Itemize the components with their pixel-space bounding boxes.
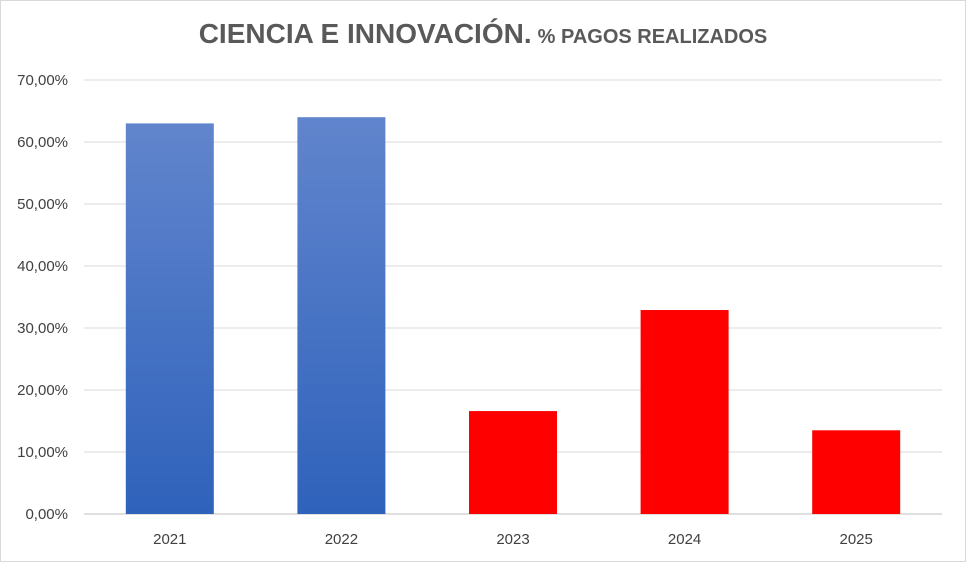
y-tick-label: 40,00% [17, 258, 68, 275]
x-tick-label: 2023 [496, 531, 529, 548]
gridlines [84, 79, 942, 515]
y-tick-label: 50,00% [17, 196, 68, 213]
y-tick-label: 70,00% [17, 72, 68, 89]
x-tick-label: 2024 [668, 531, 701, 548]
y-tick-label: 20,00% [17, 382, 68, 399]
y-tick-label: 60,00% [17, 134, 68, 151]
chart-subtitle: % PAGOS REALIZADOS [537, 26, 768, 48]
bar-2024 [640, 310, 729, 514]
y-axis: 0,00% 10,00% 20,00% 30,00% 40,00% 50,00% 60,00… [17, 72, 68, 523]
chart-title-main: CIENCIA E INNOVACIÓN. [198, 18, 532, 49]
y-tick-label: 10,00% [17, 444, 68, 461]
chart-title: CIENCIA E INNOVACIÓN.% PAGOS REALIZADOS [0, 18, 966, 50]
bar-2023 [469, 411, 557, 514]
x-tick-label: 2025 [840, 531, 873, 548]
bars [125, 117, 901, 515]
x-tick-label: 2022 [325, 531, 358, 548]
y-tick-label: 30,00% [17, 320, 68, 337]
x-axis: 2021 2022 2023 2024 2025 [153, 531, 873, 548]
bar-2025 [812, 430, 901, 514]
y-tick-label: 0,00% [25, 506, 68, 523]
bar-2021 [125, 123, 214, 515]
x-tick-label: 2021 [153, 531, 186, 548]
bar-2022 [297, 117, 386, 514]
